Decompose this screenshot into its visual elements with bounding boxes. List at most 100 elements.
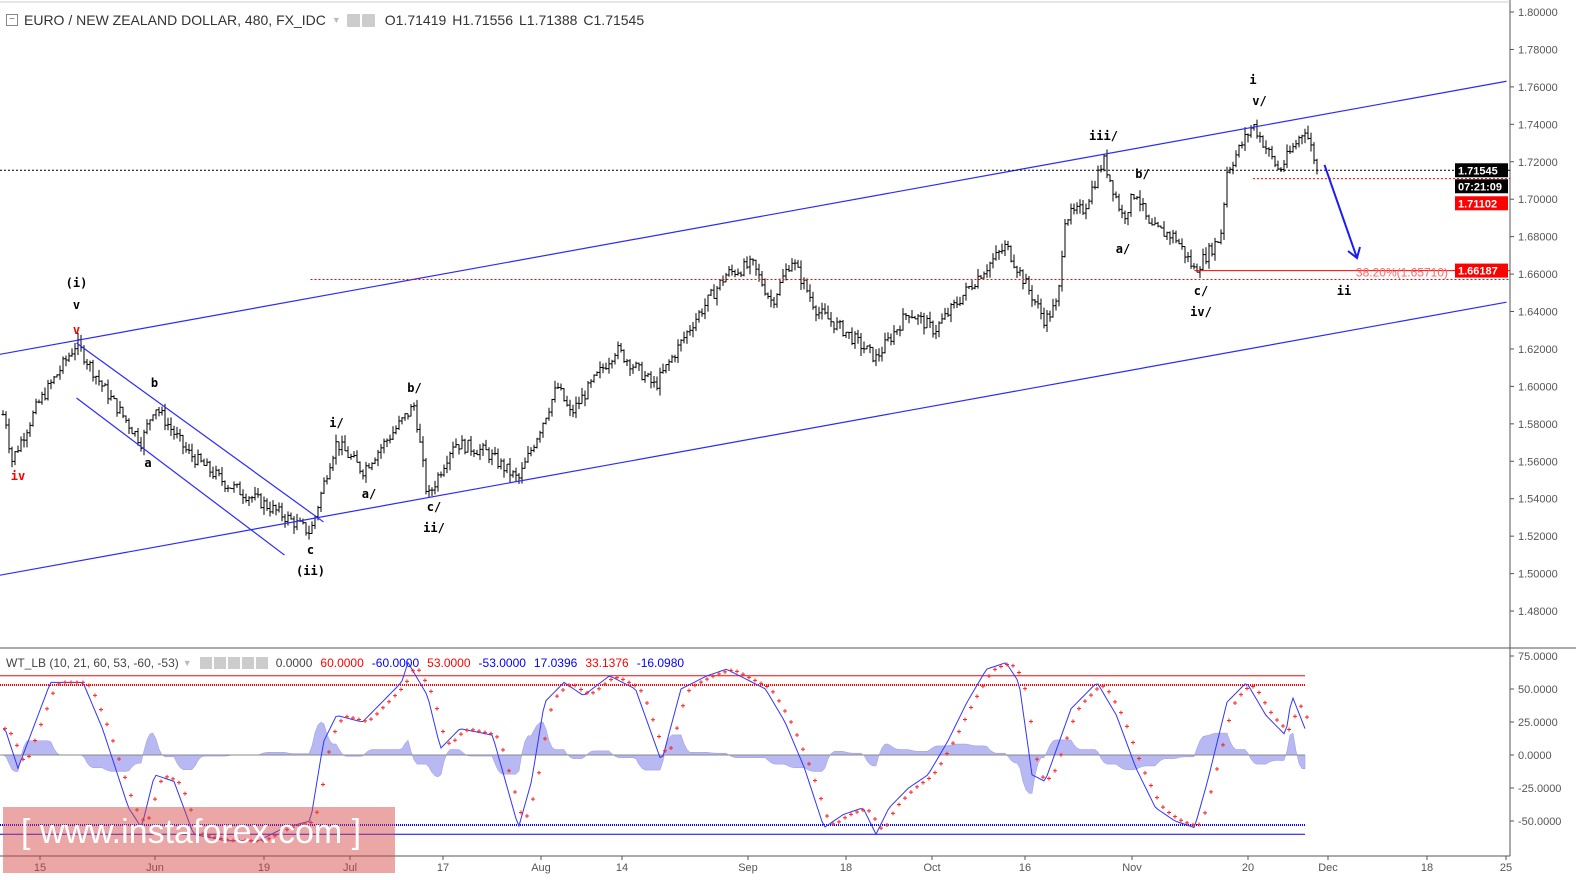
indicator-title[interactable]: WT_LB (10, 21, 60, 53, -60, -53) — [6, 656, 179, 670]
price-bar — [112, 395, 116, 400]
price-bar — [592, 374, 596, 383]
wave-label: (ii) — [296, 564, 325, 578]
price-bar — [967, 285, 971, 290]
price-bar — [976, 268, 980, 289]
price-bar — [49, 379, 53, 390]
wt2-dot — [897, 802, 901, 807]
wt2-dot — [621, 677, 625, 682]
price-bar — [1261, 135, 1265, 148]
settings-icon[interactable] — [213, 657, 226, 669]
price-bar — [529, 447, 533, 457]
price-bar — [856, 329, 860, 344]
wt2-dot — [843, 815, 847, 820]
level-tag-bg — [1455, 196, 1508, 211]
osc-tick-label: -25.0000 — [1518, 783, 1561, 795]
price-bar — [1087, 198, 1091, 210]
price-bar — [160, 406, 164, 416]
price-bar — [811, 291, 815, 310]
price-bar — [388, 434, 392, 444]
add-icon[interactable] — [241, 657, 254, 669]
price-bar — [817, 306, 821, 320]
price-bar — [787, 265, 791, 272]
price-bar — [1132, 193, 1136, 200]
wt2-dot — [1275, 717, 1279, 722]
close-value: C1.71545 — [583, 12, 645, 28]
wave-label: v — [73, 323, 80, 337]
price-bar — [715, 285, 719, 306]
wt2-dot — [681, 703, 685, 708]
wt2-dot — [1095, 687, 1099, 691]
price-bar — [139, 436, 143, 452]
wt2-dot — [9, 731, 13, 736]
dropdown-caret-icon[interactable]: ▼ — [182, 658, 192, 668]
time-tick-label: Jul — [343, 862, 357, 874]
source-code-icon[interactable] — [227, 657, 240, 669]
wt2-dot — [957, 729, 961, 734]
price-bar — [916, 313, 920, 325]
price-bar — [391, 426, 395, 440]
price-bar — [988, 261, 992, 278]
wt2-dot — [1119, 710, 1123, 715]
visibility-icon[interactable] — [346, 13, 360, 27]
price-bar — [985, 264, 989, 278]
wt2-dot — [1185, 820, 1189, 825]
price-bar — [232, 481, 236, 493]
price-bar — [973, 284, 977, 290]
wt2-dot — [1233, 700, 1237, 705]
price-bar — [805, 278, 809, 293]
price-bar — [574, 396, 578, 419]
price-bar — [451, 441, 455, 459]
wt2-dot — [819, 796, 823, 801]
price-bar — [499, 458, 503, 470]
price-bar — [127, 418, 131, 435]
wt2-dot — [567, 683, 571, 688]
price-tick-label: 1.56000 — [1518, 456, 1558, 468]
wt2-dot — [585, 691, 589, 696]
price-bar — [145, 419, 149, 435]
price-bar — [202, 458, 206, 466]
price-bar — [40, 391, 44, 405]
price-bar — [1045, 309, 1049, 332]
settings-icon[interactable] — [361, 13, 375, 27]
wt2-dot — [405, 679, 409, 684]
price-bar — [919, 311, 923, 324]
wt2-dot — [1305, 715, 1309, 720]
wt2-dot — [483, 730, 487, 735]
symbol-title[interactable]: EURO / NEW ZEALAND DOLLAR, 480, FX_IDC — [24, 12, 326, 28]
price-bar — [1120, 204, 1124, 219]
price-bar — [772, 296, 776, 309]
visibility-icon[interactable] — [199, 657, 212, 669]
price-bar — [736, 268, 740, 276]
drawings[interactable]: 38.20%(1.65710) (i) vv iv b a c (ii) i/a/b/c/ii/… — [0, 73, 1510, 578]
remove-icon[interactable] — [255, 657, 268, 669]
price-bars — [1, 119, 1319, 540]
price-bar — [472, 449, 476, 458]
price-bar — [493, 446, 497, 456]
price-bar — [1015, 265, 1019, 278]
price-bar — [874, 349, 878, 367]
watermark-text: [ www.instaforex.com ] — [21, 813, 362, 851]
wt2-dot — [1011, 663, 1015, 668]
indicator-value: 60.0000 — [320, 656, 364, 670]
collapse-icon[interactable]: − — [6, 14, 18, 26]
price-bar — [124, 415, 128, 424]
price-bar — [1096, 165, 1100, 189]
price-bar — [184, 442, 188, 453]
chart-header: − EURO / NEW ZEALAND DOLLAR, 480, FX_IDC… — [6, 12, 644, 28]
wt2-dot — [1269, 710, 1273, 715]
time-tick-label: 18 — [1421, 862, 1433, 874]
price-bar — [997, 249, 1001, 260]
price-bar — [1069, 203, 1073, 225]
wt2-dot — [1053, 768, 1057, 773]
price-bar — [58, 365, 62, 380]
dropdown-caret-icon[interactable]: ▼ — [331, 15, 341, 25]
price-bar — [508, 457, 512, 483]
time-tick-label: 15 — [34, 862, 46, 874]
price-bar — [1018, 266, 1022, 277]
time-tick-label: 18 — [840, 862, 852, 874]
price-tick-label: 1.72000 — [1518, 157, 1558, 169]
price-bar — [1036, 294, 1040, 309]
price-bar — [961, 294, 965, 305]
wt2-dot — [1293, 714, 1297, 719]
